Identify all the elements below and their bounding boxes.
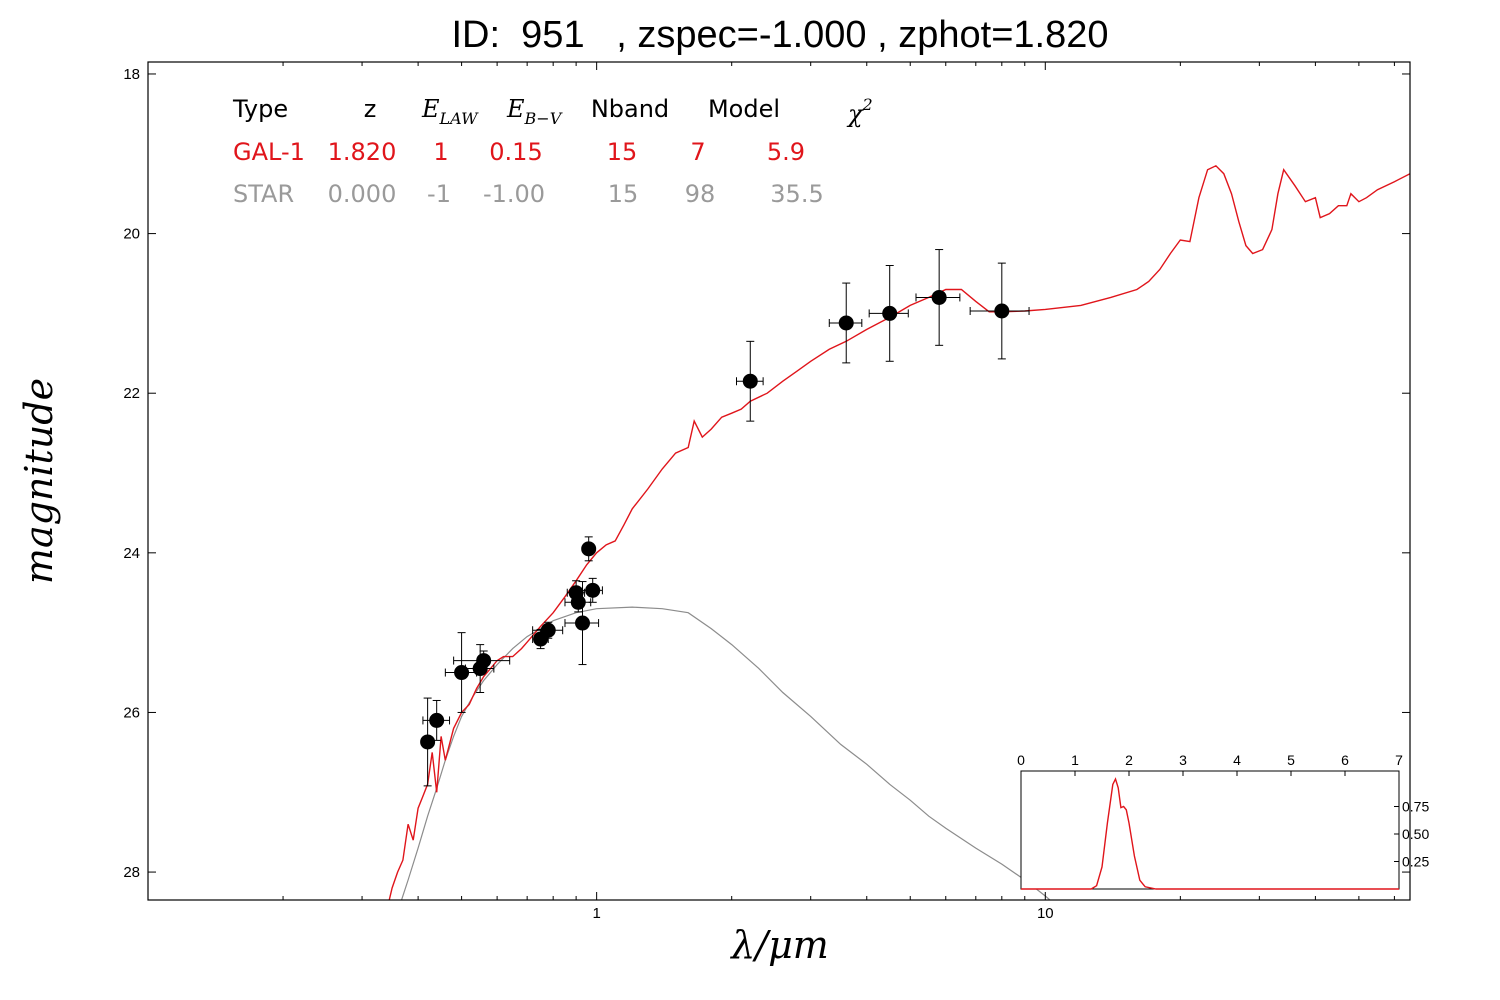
data-marker xyxy=(575,615,591,631)
inset-x-tick-label: 2 xyxy=(1125,752,1133,768)
photometry-point xyxy=(969,262,1030,360)
y-tick-label: 18 xyxy=(123,66,140,83)
photometry-point xyxy=(868,265,909,362)
x-tick-label: 1 xyxy=(592,905,600,922)
data-marker xyxy=(742,373,758,389)
data-marker xyxy=(882,305,898,321)
inset-x-tick-label: 4 xyxy=(1233,752,1241,768)
inset-y-ticks: 0.25 0.50 0.75 xyxy=(1394,799,1429,870)
y-tick-label: 26 xyxy=(123,704,140,721)
row-gal-model: 7 xyxy=(690,138,705,166)
ebv-main: E xyxy=(506,95,525,123)
photometry-point xyxy=(915,249,961,346)
inset-x-tick-label: 6 xyxy=(1341,752,1349,768)
table-header-model: Model xyxy=(708,95,780,123)
x-axis-title: λ/μm xyxy=(729,923,829,967)
photometry-point xyxy=(444,632,478,713)
inset-y-tick-label: 0.25 xyxy=(1402,854,1429,870)
photometry-point xyxy=(453,650,511,671)
photometry-point xyxy=(736,340,764,422)
x-tick-label: 10 xyxy=(1037,905,1054,922)
table-header-ebv: EB−V xyxy=(506,95,563,128)
row-star-z: 0.000 xyxy=(328,180,397,208)
photometry-point xyxy=(532,621,564,639)
inset-pdf-line xyxy=(1021,777,1399,890)
chi-main: χ xyxy=(846,100,864,128)
photometry-point xyxy=(564,592,592,613)
inset-x-tick-label: 3 xyxy=(1179,752,1187,768)
galaxy-template-series xyxy=(388,164,1410,900)
row-gal-z: 1.820 xyxy=(328,138,397,166)
row-gal-type: GAL-1 xyxy=(233,138,305,166)
data-marker xyxy=(476,653,492,669)
data-marker xyxy=(581,541,597,557)
row-star-chi2: 35.5 xyxy=(770,180,823,208)
data-marker xyxy=(540,622,556,638)
row-gal-elaw: 1 xyxy=(433,138,448,166)
row-gal-nband: 15 xyxy=(607,138,638,166)
photometry-point xyxy=(581,536,597,562)
data-marker xyxy=(838,315,854,331)
data-marker xyxy=(454,665,470,681)
inset-x-tick-label: 0 xyxy=(1017,752,1025,768)
photometry-points xyxy=(420,249,1030,787)
row-star-nband: 15 xyxy=(608,180,639,208)
photometry-point xyxy=(582,577,603,603)
row-star-elaw: -1 xyxy=(427,180,451,208)
chart-title: ID: 951 , zspec=-1.000 , zphot=1.820 xyxy=(451,14,1109,56)
ebv-sub: B−V xyxy=(524,109,563,128)
elaw-sub: LAW xyxy=(439,109,480,128)
inset-x-tick-label: 7 xyxy=(1395,752,1403,768)
row-star-type: STAR xyxy=(233,180,294,208)
inset-x-tick-label: 1 xyxy=(1071,752,1079,768)
y-tick-label: 20 xyxy=(123,226,140,243)
data-marker xyxy=(429,712,445,728)
table-header-elaw: ELAW xyxy=(421,95,479,128)
x-axis-ticks: 1 10 xyxy=(282,62,1395,922)
plot-frame xyxy=(147,61,1411,901)
chi-sup: 2 xyxy=(862,95,873,114)
y-tick-label: 28 xyxy=(123,864,140,881)
data-marker xyxy=(420,734,436,750)
inset-y-tick-label: 0.75 xyxy=(1402,799,1429,815)
table-row-galaxy: GAL-1 1.820 1 0.15 15 7 5.9 xyxy=(233,138,805,166)
y-tick-label: 22 xyxy=(123,385,140,402)
table-header-type: Type xyxy=(232,95,288,123)
row-gal-chi2: 5.9 xyxy=(767,138,805,166)
photometry-point xyxy=(828,282,863,364)
pdz-inset: 0 1 2 3 4 5 6 7 0.25 0.50 0.75 xyxy=(1017,752,1429,890)
photometry-point xyxy=(422,699,451,741)
table-header-z: z xyxy=(364,95,377,123)
y-axis-title: magnitude xyxy=(17,378,61,584)
fit-table: Type z ELAW EB−V Nband Model χ2 GAL-1 1.… xyxy=(232,95,873,208)
data-marker xyxy=(931,289,947,305)
inset-background xyxy=(1020,770,1400,890)
elaw-main: E xyxy=(421,95,440,123)
photometry-point xyxy=(564,581,600,666)
row-star-model: 98 xyxy=(685,180,716,208)
data-marker xyxy=(994,303,1010,319)
row-gal-ebv: 0.15 xyxy=(489,138,542,166)
data-marker xyxy=(585,582,601,598)
table-header-nband: Nband xyxy=(591,95,669,123)
photometry-point xyxy=(464,644,495,693)
data-marker xyxy=(570,594,586,610)
inset-x-tick-label: 5 xyxy=(1287,752,1295,768)
y-tick-label: 24 xyxy=(123,545,140,562)
inset-pdf-curve xyxy=(1021,777,1399,890)
table-header-chi2: χ2 xyxy=(846,95,873,128)
row-star-ebv: -1.00 xyxy=(483,180,545,208)
inset-y-tick-label: 0.50 xyxy=(1402,826,1429,842)
galaxy-model-line xyxy=(388,164,1410,900)
table-row-star: STAR 0.000 -1 -1.00 15 98 35.5 xyxy=(233,180,824,208)
inset-x-ticks: 0 1 2 3 4 5 6 7 xyxy=(1017,752,1403,776)
photometry-point xyxy=(420,697,436,787)
